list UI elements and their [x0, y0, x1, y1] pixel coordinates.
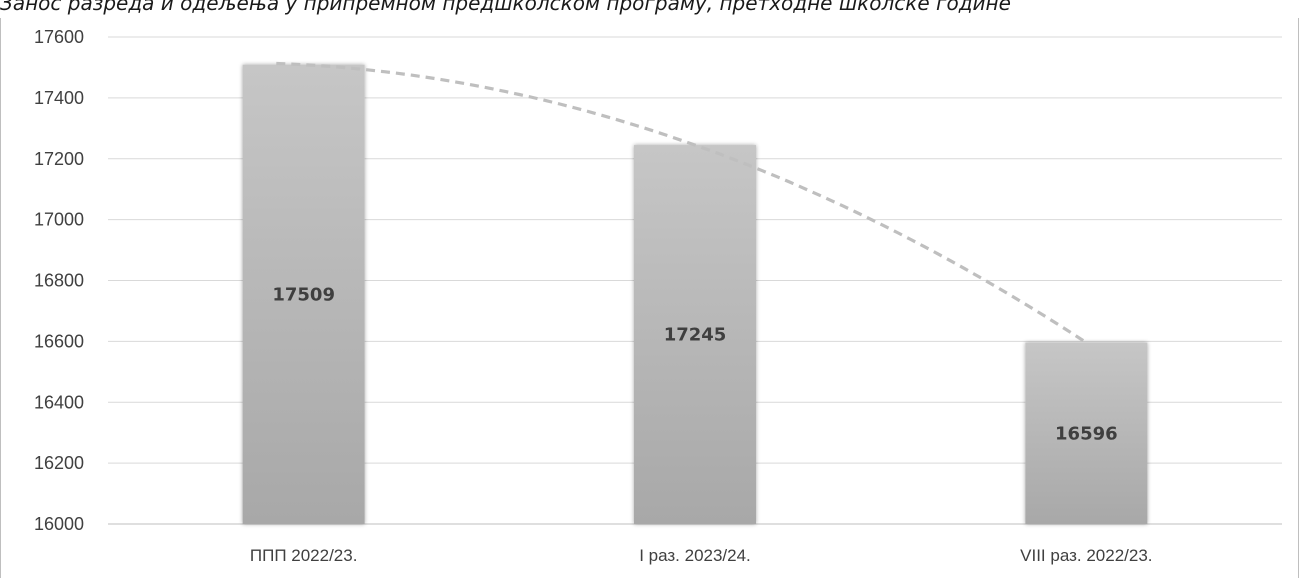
- chart-frame: [0, 18, 1299, 578]
- y-tick-label: 16400: [34, 392, 84, 412]
- y-tick-label: 16800: [34, 271, 84, 291]
- bar-value-label: 17245: [664, 325, 727, 346]
- y-tick-label: 17000: [34, 210, 84, 230]
- chart-caption: Занос разреда и одељења у припремном пре…: [0, 0, 1011, 15]
- bar-value-label: 16596: [1055, 423, 1118, 444]
- y-tick-label: 16200: [34, 453, 84, 473]
- x-category-label: I раз. 2023/24.: [639, 546, 751, 565]
- x-category-label: VIII раз. 2022/23.: [1020, 546, 1152, 565]
- y-tick-label: 17400: [34, 88, 84, 108]
- bar: [1025, 342, 1148, 524]
- trendline: [276, 61, 1088, 344]
- y-tick-label: 17200: [34, 149, 84, 169]
- y-tick-label: 17600: [34, 27, 84, 47]
- bar-value-label: 17509: [272, 284, 335, 305]
- bar: [634, 145, 756, 524]
- y-tick-label: 16000: [34, 514, 84, 534]
- x-category-label: ППП 2022/23.: [250, 546, 358, 565]
- y-tick-label: 16600: [34, 331, 84, 351]
- bar: [242, 64, 365, 525]
